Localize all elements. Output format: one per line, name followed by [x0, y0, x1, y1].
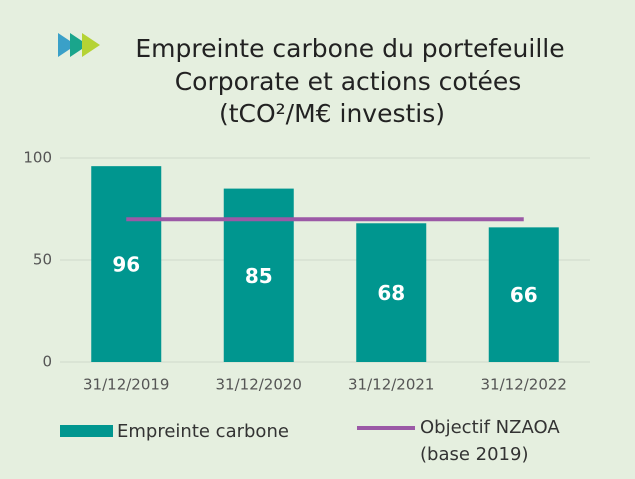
title-icon — [58, 33, 100, 57]
legend-swatch — [60, 425, 113, 437]
bar — [356, 223, 427, 362]
value-label: 66 — [510, 283, 538, 307]
legend-label: Empreinte carbone — [117, 421, 289, 442]
legend-line: Objectif NZAOA — [420, 417, 560, 438]
value-label: 85 — [245, 264, 273, 288]
bar — [488, 227, 559, 362]
chart-title: (tCO²/M€ investis) — [219, 99, 445, 128]
bar — [91, 166, 162, 362]
legend-line: (base 2019) — [420, 444, 528, 465]
y-tick-label: 50 — [33, 251, 52, 269]
chart-title: Corporate et actions cotées — [175, 67, 522, 96]
x-tick-label: 31/12/2022 — [481, 376, 567, 394]
value-label: 96 — [112, 253, 140, 277]
x-tick-label: 31/12/2020 — [216, 376, 302, 394]
value-label: 68 — [377, 281, 405, 305]
chart-title: Empreinte carbone du portefeuille — [135, 34, 564, 63]
y-tick-label: 0 — [42, 353, 52, 371]
x-tick-label: 31/12/2021 — [348, 376, 434, 394]
y-tick-label: 100 — [23, 149, 52, 167]
x-tick-label: 31/12/2019 — [83, 376, 169, 394]
legend-label: Objectif NZAOA (base 2019) — [420, 417, 560, 465]
